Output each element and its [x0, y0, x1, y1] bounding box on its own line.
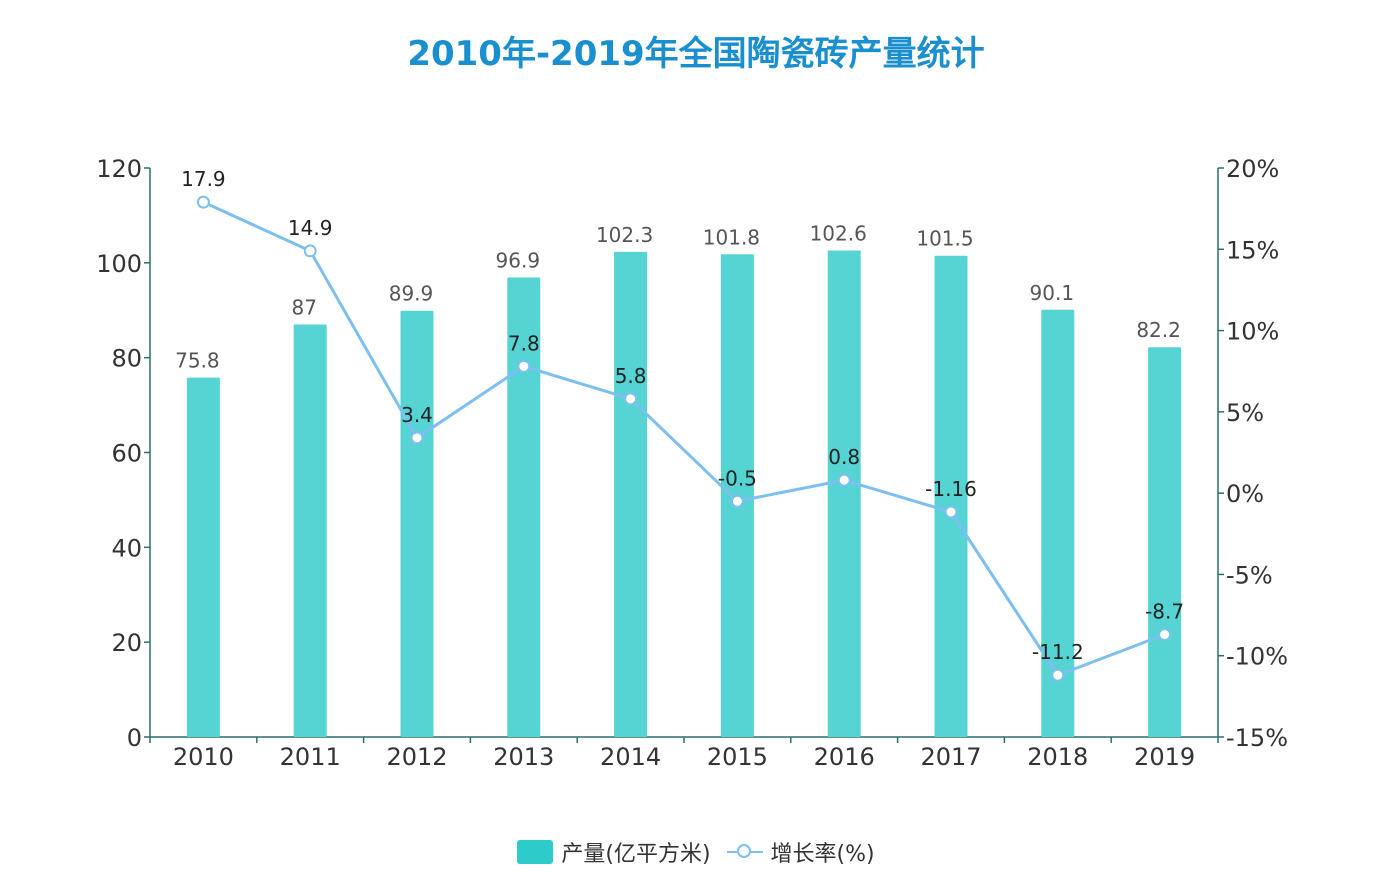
- growth-data-label: 7.8: [508, 331, 540, 355]
- bar: [400, 310, 434, 737]
- bar-data-label: 87: [291, 295, 316, 319]
- growth-point: [730, 494, 744, 508]
- growth-point: [944, 505, 958, 519]
- bar: [1041, 309, 1075, 737]
- growth-point: [303, 244, 317, 258]
- x-tick-label: 2013: [493, 743, 554, 771]
- x-tick-label: 2016: [814, 743, 875, 771]
- bar: [507, 277, 541, 737]
- x-tick-label: 2012: [386, 743, 447, 771]
- bar-data-label: 96.9: [496, 249, 541, 273]
- right-tick-label: -5%: [1226, 561, 1273, 589]
- bar: [827, 250, 861, 737]
- growth-point: [196, 195, 210, 209]
- growth-line: [202, 200, 1166, 677]
- x-tick-label: 2019: [1134, 743, 1195, 771]
- right-tick-label: 0%: [1226, 480, 1264, 508]
- left-tick-label: 100: [96, 250, 142, 278]
- right-tick-label: 5%: [1226, 399, 1264, 427]
- chart-title: 2010年-2019年全国陶瓷砖产量统计: [407, 34, 985, 74]
- right-tick-label: -15%: [1226, 724, 1288, 752]
- growth-point: [410, 431, 424, 445]
- bar-data-label: 101.5: [916, 227, 973, 251]
- legend-bar-swatch: [517, 840, 554, 864]
- x-tick-label: 2011: [280, 743, 341, 771]
- x-tick-label: 2018: [1027, 743, 1088, 771]
- growth-data-label: -11.2: [1032, 640, 1084, 664]
- bar: [614, 251, 648, 738]
- legend-item-growth[interactable]: 增长率(%): [726, 836, 875, 868]
- x-tick-label: 2015: [707, 743, 768, 771]
- bar-data-label: 75.8: [175, 349, 220, 373]
- legend-label-production: 产量(亿平方米): [561, 842, 711, 867]
- growth-point: [517, 359, 531, 373]
- bar: [934, 255, 968, 738]
- bar-data-label: 102.6: [810, 222, 867, 246]
- growth-data-label: 3.4: [401, 403, 433, 427]
- bar: [186, 377, 220, 737]
- growth-point: [1158, 628, 1172, 642]
- left-tick-label: 20: [111, 629, 142, 657]
- right-tick-label: -10%: [1226, 643, 1288, 671]
- left-tick-label: 120: [96, 155, 142, 183]
- bar: [293, 324, 327, 737]
- legend: 产量(亿平方米) 增长率(%): [0, 836, 1392, 868]
- growth-data-label: 14.9: [288, 216, 333, 240]
- right-tick-label: 15%: [1226, 236, 1279, 264]
- left-tick-label: 0: [127, 724, 142, 752]
- bar-data-label: 82.2: [1136, 318, 1181, 342]
- growth-data-label: 0.8: [828, 445, 860, 469]
- legend-line-swatch: [726, 840, 763, 864]
- growth-data-label: 17.9: [181, 167, 226, 191]
- growth-data-label: -8.7: [1145, 600, 1184, 624]
- legend-item-production[interactable]: 产量(亿平方米): [517, 836, 711, 868]
- left-tick-label: 60: [111, 440, 142, 468]
- growth-point: [837, 473, 851, 487]
- legend-label-growth: 增长率(%): [770, 842, 875, 867]
- bar-data-label: 90.1: [1030, 281, 1075, 305]
- bar-data-label: 102.3: [596, 223, 653, 247]
- growth-data-label: -0.5: [718, 466, 757, 490]
- x-tick-label: 2017: [920, 743, 981, 771]
- growth-point: [1051, 668, 1065, 682]
- left-tick-label: 80: [111, 345, 142, 373]
- bar-data-label: 89.9: [389, 282, 434, 306]
- bar-data-label: 101.8: [703, 225, 760, 249]
- left-tick-label: 40: [111, 534, 142, 562]
- bar: [1148, 347, 1182, 737]
- growth-data-label: 5.8: [615, 364, 647, 388]
- right-tick-label: 20%: [1226, 155, 1279, 183]
- growth-data-label: -1.16: [925, 477, 977, 501]
- x-tick-label: 2014: [600, 743, 661, 771]
- growth-point: [624, 392, 638, 406]
- right-tick-label: 10%: [1226, 318, 1279, 346]
- x-tick-label: 2010: [173, 743, 234, 771]
